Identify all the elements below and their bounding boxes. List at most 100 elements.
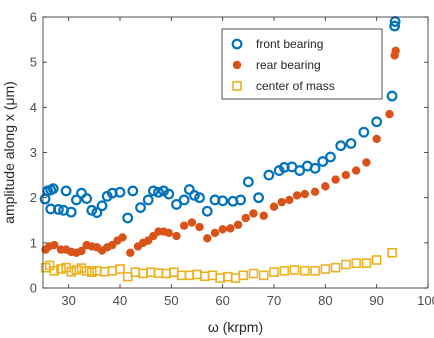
point-rear-bearing — [321, 182, 330, 191]
point-center-of-mass — [49, 266, 60, 276]
point-rear-bearing — [241, 213, 250, 223]
point-front-bearing — [127, 185, 139, 197]
x-tick-label: 70 — [267, 293, 281, 308]
x-tick-label: 100 — [417, 293, 434, 308]
point-center-of-mass — [146, 267, 156, 277]
point-center-of-mass — [238, 270, 248, 281]
point-front-bearing — [194, 192, 205, 204]
point-rear-bearing — [277, 197, 286, 207]
x-tick-label: 50 — [164, 293, 178, 308]
point-rear-bearing — [310, 187, 320, 196]
point-center-of-mass — [351, 258, 361, 268]
point-front-bearing — [217, 195, 229, 207]
point-rear-bearing — [164, 228, 173, 238]
point-center-of-mass — [371, 255, 382, 265]
point-rear-bearing — [226, 224, 235, 233]
point-rear-bearing — [331, 175, 340, 184]
legend-marker-rear-bearing — [232, 60, 242, 70]
point-center-of-mass — [289, 265, 300, 275]
point-center-of-mass — [169, 267, 179, 277]
point-center-of-mass — [130, 267, 141, 277]
point-rear-bearing — [210, 228, 220, 238]
legend-marker-center-of-mass — [232, 81, 242, 91]
point-rear-bearing — [292, 191, 302, 200]
point-center-of-mass — [192, 269, 202, 280]
x-tick-label: 80 — [318, 293, 332, 308]
y-tick-label: 1 — [30, 235, 37, 250]
point-center-of-mass — [153, 268, 164, 278]
y-tick-label: 0 — [30, 281, 37, 296]
y-axis-label: amplitude along x (μm) — [1, 81, 17, 224]
point-center-of-mass — [161, 268, 171, 279]
point-front-bearing — [371, 116, 383, 128]
point-front-bearing — [201, 205, 213, 217]
legend: front bearing rear bearing center of mass — [221, 28, 383, 100]
point-center-of-mass — [66, 266, 77, 277]
point-front-bearing — [96, 200, 108, 212]
point-front-bearing — [91, 207, 103, 218]
point-center-of-mass — [81, 266, 92, 276]
point-front-bearing — [189, 190, 200, 201]
point-front-bearing — [386, 90, 398, 102]
point-center-of-mass — [115, 264, 125, 274]
legend-items: front bearing rear bearing center of mass — [231, 37, 335, 93]
point-front-bearing — [153, 186, 164, 198]
point-center-of-mass — [184, 270, 195, 281]
point-front-bearing — [114, 186, 126, 198]
y-tick-label: 3 — [30, 145, 37, 160]
x-tick-label: 90 — [369, 293, 383, 308]
point-rear-bearing — [285, 195, 294, 205]
point-front-bearing — [345, 138, 357, 149]
legend-marker-front-bearing — [231, 38, 243, 50]
point-front-bearing — [242, 176, 254, 188]
y-tick-label: 2 — [30, 190, 37, 205]
point-center-of-mass — [71, 265, 82, 275]
point-rear-bearing — [249, 209, 258, 218]
point-center-of-mass — [215, 273, 225, 283]
point-front-bearing — [263, 169, 275, 181]
legend-box — [221, 28, 383, 100]
point-front-bearing — [178, 194, 190, 206]
point-center-of-mass — [269, 267, 279, 277]
point-center-of-mass — [99, 266, 110, 277]
point-front-bearing — [317, 156, 329, 167]
point-front-bearing — [53, 204, 64, 215]
point-front-bearing — [147, 185, 159, 197]
point-front-bearing — [81, 193, 93, 204]
legend-label-front-bearing: front bearing — [256, 37, 323, 51]
point-rear-bearing — [269, 202, 279, 211]
axes — [42, 16, 429, 289]
point-center-of-mass — [199, 271, 210, 282]
point-rear-bearing — [179, 221, 189, 230]
point-center-of-mass — [230, 273, 241, 283]
point-front-bearing — [171, 199, 182, 210]
point-center-of-mass — [341, 259, 351, 270]
point-rear-bearing — [203, 234, 212, 243]
data-marks — [39, 16, 401, 283]
point-center-of-mass — [361, 258, 372, 268]
point-rear-bearing — [391, 46, 400, 56]
point-rear-bearing — [172, 231, 181, 241]
point-center-of-mass — [176, 270, 187, 281]
point-rear-bearing — [385, 109, 394, 119]
point-front-bearing — [325, 151, 336, 163]
point-front-bearing — [235, 194, 247, 206]
tick-labels: 30 40 50 60 70 80 90 100 0 1 2 3 4 5 6 — [30, 10, 434, 309]
legend-label-rear-bearing: rear bearing — [256, 58, 321, 72]
point-front-bearing — [335, 140, 347, 152]
point-front-bearing — [60, 185, 72, 197]
point-rear-bearing — [187, 218, 197, 227]
x-tick-label: 30 — [61, 293, 75, 308]
point-front-bearing — [65, 206, 77, 218]
point-center-of-mass — [310, 266, 320, 276]
point-center-of-mass — [330, 262, 341, 273]
point-rear-bearing — [259, 211, 268, 220]
legend-label-center-of-mass: center of mass — [256, 79, 335, 93]
point-rear-bearing — [77, 246, 86, 256]
y-tick-label: 6 — [30, 10, 37, 25]
point-center-of-mass — [223, 271, 233, 282]
point-rear-bearing — [195, 222, 204, 232]
point-front-bearing — [86, 204, 98, 216]
